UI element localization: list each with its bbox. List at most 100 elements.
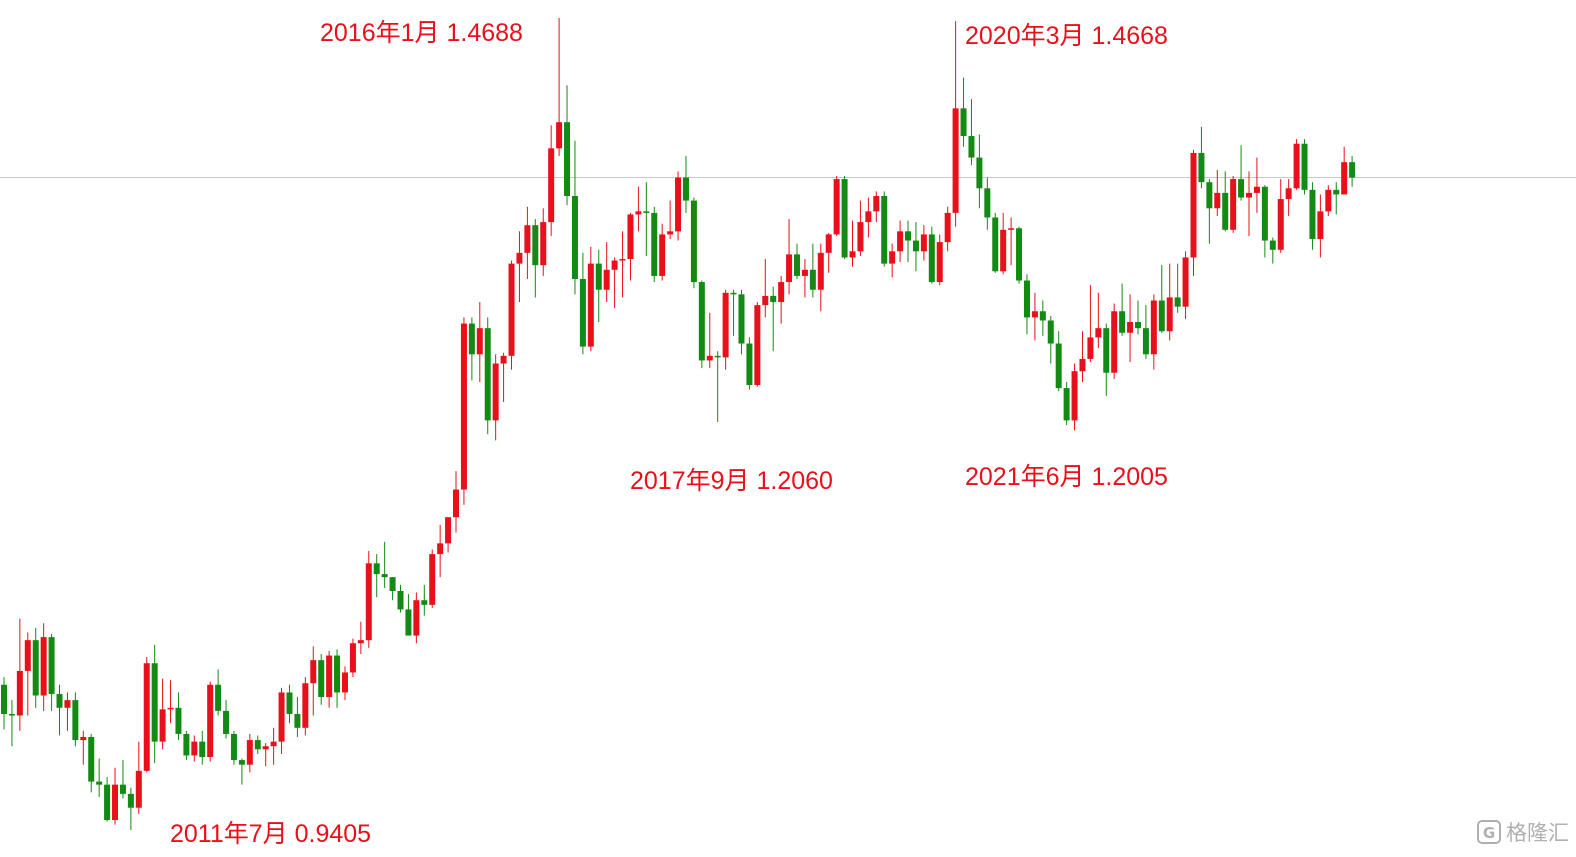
candle-body <box>1071 371 1078 421</box>
candle-body <box>564 122 571 196</box>
candle-body <box>976 157 983 189</box>
candle-body <box>754 305 761 386</box>
candle-body <box>334 655 341 693</box>
candle-body <box>349 643 356 673</box>
candle-body <box>1293 143 1300 189</box>
candle-body <box>1269 240 1276 250</box>
candle-body <box>1150 300 1157 355</box>
candle-body <box>270 741 277 747</box>
candle-body <box>936 242 943 283</box>
candle-body <box>714 355 721 358</box>
candle-body <box>1119 311 1126 333</box>
candle-body <box>1277 199 1284 250</box>
candle-body <box>310 660 317 684</box>
candle-body <box>548 148 555 223</box>
candle-body <box>817 252 824 290</box>
candle-body <box>1055 343 1062 389</box>
candle-body <box>127 793 134 808</box>
candle-body <box>667 231 674 235</box>
candle-body <box>635 211 642 215</box>
candle-body <box>746 343 753 386</box>
candle-body <box>119 784 126 794</box>
candle-body <box>80 737 87 741</box>
candle-body <box>262 746 269 750</box>
candle-body <box>1309 189 1316 240</box>
candle-body <box>1325 189 1332 212</box>
candle-body <box>453 489 460 518</box>
candle-body <box>778 282 785 303</box>
candle-body <box>952 108 959 213</box>
candle-body <box>1166 297 1173 332</box>
candle-body <box>770 295 777 303</box>
candle-body <box>381 574 388 578</box>
candle-body <box>595 263 602 290</box>
watermark-icon-letter: G <box>1483 824 1495 842</box>
candle-body <box>524 225 531 253</box>
candle-body <box>738 294 745 344</box>
candle-body <box>1047 320 1054 344</box>
candle-body <box>286 692 293 714</box>
candle-body <box>833 179 840 235</box>
candle-body <box>112 784 119 821</box>
candle-body <box>302 683 309 728</box>
candle-body <box>421 600 428 605</box>
candle-body <box>1174 297 1181 307</box>
candle-body <box>540 222 547 266</box>
candle-body <box>397 590 404 610</box>
candle-body <box>1063 388 1070 421</box>
candle-body <box>167 707 174 710</box>
candle-body <box>794 254 800 276</box>
candle-body <box>373 563 380 575</box>
candle-body <box>1134 322 1141 329</box>
candle-body <box>1253 186 1260 193</box>
candle-body <box>8 713 15 716</box>
candle-body <box>445 517 452 544</box>
candle-body <box>1 684 7 714</box>
candle-body <box>1317 211 1324 240</box>
candle-body <box>532 225 539 266</box>
candle-body <box>1000 229 1007 272</box>
candle-body <box>1190 152 1197 258</box>
candle-body <box>1111 311 1118 373</box>
candle-body <box>246 740 253 765</box>
candle-body <box>191 741 198 756</box>
candle-body <box>104 784 111 821</box>
candle-body <box>175 707 182 734</box>
candle-body <box>405 609 412 636</box>
candle-body <box>413 600 420 636</box>
candle-body <box>341 672 348 693</box>
candle-body <box>944 212 951 243</box>
candle-body <box>484 328 491 421</box>
candle-body <box>159 709 166 742</box>
candle-body <box>1039 311 1046 321</box>
candle-body <box>1031 311 1038 318</box>
candle-body <box>1230 179 1237 230</box>
candle-body <box>1008 228 1015 230</box>
candle-body <box>1023 280 1030 318</box>
candle-body <box>1301 143 1308 190</box>
candle-body <box>183 733 190 756</box>
candle-body <box>579 278 586 347</box>
candle-body <box>238 760 245 765</box>
candle-body <box>912 240 919 252</box>
candle-body <box>587 263 594 347</box>
candle-body <box>905 231 912 241</box>
candle-body <box>571 195 578 279</box>
candle-body <box>294 713 301 728</box>
candle-body <box>857 222 864 252</box>
candle-body <box>825 234 832 253</box>
candle-body <box>897 231 904 252</box>
candle-body <box>1285 188 1292 200</box>
candle-body <box>960 108 967 137</box>
candle-body <box>1333 189 1340 195</box>
candle-body <box>1198 152 1205 183</box>
candle-body <box>24 640 31 671</box>
candle-body <box>659 234 666 276</box>
annotation: 2016年1月 1.4688 <box>320 19 523 47</box>
watermark-text: 格隆汇 <box>1506 821 1569 845</box>
candle-body <box>556 122 563 149</box>
candle-body <box>429 554 436 605</box>
annotation: 2017年9月 1.2060 <box>630 467 833 495</box>
candle-body <box>56 693 63 708</box>
watermark: G 格隆汇 <box>1477 820 1569 845</box>
